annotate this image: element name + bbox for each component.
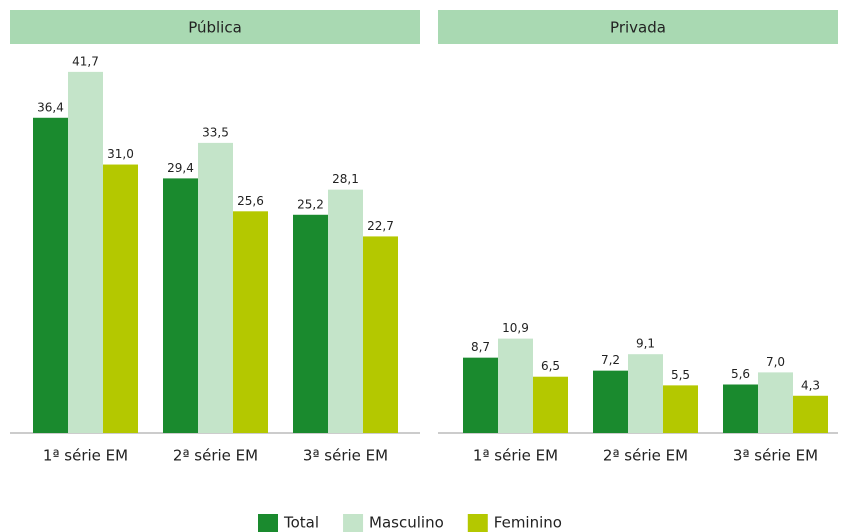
data-label: 36,4 [37, 100, 64, 114]
panel-header [10, 10, 420, 44]
bar [723, 384, 758, 433]
bar [363, 236, 398, 433]
data-label: 25,6 [237, 194, 264, 208]
data-label: 5,5 [671, 368, 690, 382]
legend-swatch [467, 514, 488, 532]
bar [463, 357, 498, 433]
bar [198, 142, 233, 433]
data-label: 22,7 [367, 219, 394, 233]
data-label: 8,7 [471, 340, 490, 354]
x-tick-label: 3ª série EM [303, 447, 388, 465]
legend-label: Masculino [369, 514, 444, 532]
data-label: 6,5 [541, 359, 560, 373]
data-label: 41,7 [72, 54, 99, 68]
x-tick-label: 2ª série EM [603, 447, 688, 465]
legend-swatch [343, 514, 364, 532]
data-label: 25,2 [297, 197, 324, 211]
data-label: 5,6 [731, 367, 750, 381]
x-tick-label: 1ª série EM [473, 447, 558, 465]
data-label: 33,5 [202, 125, 229, 139]
bar [293, 214, 328, 433]
data-label: 7,2 [601, 353, 620, 367]
x-tick-label: 1ª série EM [43, 447, 128, 465]
panel-title: Privada [610, 19, 666, 37]
data-label: 4,3 [801, 378, 820, 392]
x-tick-label: 2ª série EM [173, 447, 258, 465]
data-label: 31,0 [107, 147, 134, 161]
x-tick-label: 3ª série EM [733, 447, 818, 465]
bar [233, 211, 268, 433]
bar [328, 189, 363, 433]
panel-header [438, 10, 838, 44]
data-label: 28,1 [332, 172, 359, 186]
bar [163, 178, 198, 433]
bar [628, 354, 663, 433]
legend-label: Total [283, 514, 319, 532]
data-label: 29,4 [167, 161, 194, 175]
data-label: 9,1 [636, 337, 655, 351]
bar [793, 395, 828, 433]
bar [498, 338, 533, 433]
bar [533, 376, 568, 433]
bar [103, 164, 138, 434]
legend-swatch [258, 514, 278, 532]
data-label: 7,0 [766, 355, 785, 369]
bar [33, 117, 68, 433]
bar [758, 372, 793, 433]
bar [68, 71, 103, 434]
bar [593, 370, 628, 433]
data-label: 10,9 [502, 321, 529, 335]
bar [663, 385, 698, 433]
panel-title: Pública [188, 19, 242, 37]
legend-label: Feminino [494, 514, 562, 532]
